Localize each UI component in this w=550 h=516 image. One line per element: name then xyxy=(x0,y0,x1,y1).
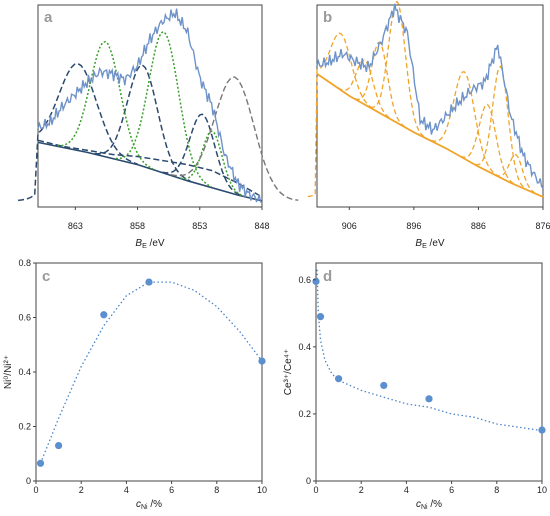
panel-a-x-tick-label: 853 xyxy=(192,221,207,231)
panel-d-data-point xyxy=(312,277,320,286)
panel-c-x-tick-label: 8 xyxy=(214,485,219,495)
panel-c-x-tick-label: 6 xyxy=(169,485,174,495)
panel-a-fit-component-6 xyxy=(57,40,154,170)
panel-a-fit-component-1 xyxy=(37,139,263,198)
panel-d-data-point xyxy=(335,375,343,383)
panel-c-y-tick-label: 0.4 xyxy=(18,367,31,377)
panel-d-ticks: 0 2 4 6 8 10 0 0.2 0.4 0.6 xyxy=(298,275,547,495)
panel-c-x-axis-symbol: c xyxy=(136,499,141,510)
panel-b-fit-component-5 xyxy=(370,0,425,138)
panel-a-fit-component-8 xyxy=(180,130,245,197)
panel-a-frame xyxy=(37,4,263,208)
panel-b-x-tick-label: 876 xyxy=(535,221,550,231)
panel-d-data-point xyxy=(380,381,388,390)
panel-c-data-point xyxy=(145,278,153,286)
panel-d-y-axis-label: Ce³⁺/Ce⁴⁺ xyxy=(283,349,294,396)
panel-c-frame xyxy=(35,262,263,482)
panel-c-x-axis-label: cNi /% xyxy=(136,499,162,511)
panel-b-x-tick-label: 886 xyxy=(471,221,486,231)
panel-d-x-axis-unit: /% xyxy=(428,499,443,510)
panel-d-x-axis-symbol: c xyxy=(416,499,421,510)
panel-c-y-tick-label: 0.2 xyxy=(18,422,31,432)
panel-b-x-tick-label: 896 xyxy=(406,221,421,231)
panel-d-data-point xyxy=(316,313,325,321)
panel-b-x-axis-label: BE /eV xyxy=(415,238,444,250)
panel-a-fit-component-9 xyxy=(170,76,299,201)
panel-b-letter: b xyxy=(323,9,332,26)
panel-b-fit-component-3 xyxy=(337,59,392,121)
panel-c-letter: c xyxy=(42,268,50,285)
panel-c-data-point xyxy=(258,357,266,365)
panel-b-plot-area xyxy=(307,0,544,198)
panel-d-x-tick-label: 0 xyxy=(313,485,318,495)
panel-c-x-axis-unit: /% xyxy=(148,499,163,510)
panel-c-x-axis-subscript: Ni xyxy=(141,504,148,511)
panel-b-x-axis-subscript: E xyxy=(422,243,427,250)
panel-c-x-tick-label: 10 xyxy=(257,485,267,495)
panel-b-measured-spectrum xyxy=(316,3,544,189)
panel-d-trendline xyxy=(316,269,543,432)
panel-a-x-axis-symbol: B xyxy=(135,238,142,249)
panel-a-fit-component-5 xyxy=(162,113,243,197)
panel-c-data-point xyxy=(36,459,45,467)
panel-a-letter: a xyxy=(44,9,53,26)
panel-a-measured-spectrum xyxy=(37,8,263,203)
panel-b-fit-component-9 xyxy=(494,154,537,195)
panel-c-y-axis-label: Ni⁰/Ni²⁺ xyxy=(3,355,14,389)
panel-a-x-axis-subscript: E xyxy=(142,243,147,250)
panel-d-x-axis-label: cNi /% xyxy=(416,499,442,511)
panel-b-frame xyxy=(316,4,544,208)
panel-a-x-tick-label: 848 xyxy=(254,221,269,231)
panel-d-data-point xyxy=(425,395,433,403)
panel-a-x-axis-label: BE /eV xyxy=(135,238,164,250)
panel-c-ticks: 0 2 4 6 8 10 0 0.2 0.4 0.6 0.8 xyxy=(18,258,267,495)
panel-d: d 0 2 4 6 8 10 0 0.2 0.4 0.6 cNi /% Ce³⁺/Ce⁴⁺ xyxy=(283,262,547,511)
panel-d-letter: d xyxy=(323,268,332,285)
panel-d-y-tick-label: 0.6 xyxy=(298,275,311,285)
panel-a: a 863 858 853 848 BE /eV xyxy=(18,4,299,250)
panel-d-x-tick-label: 10 xyxy=(537,485,547,495)
panel-b-x-axis-symbol: B xyxy=(415,238,422,249)
panel-b-fit-component-8 xyxy=(475,65,526,189)
panel-d-frame xyxy=(315,262,543,482)
panel-b-fit-component-2 xyxy=(307,32,375,198)
panel-c-plot-area xyxy=(36,278,266,467)
panel-b-fit-component-6 xyxy=(431,70,498,177)
panel-c-data-point xyxy=(100,311,108,319)
panel-a-x-ticks: 863 858 853 848 xyxy=(68,207,270,231)
panel-d-x-axis-subscript: Ni xyxy=(421,504,428,511)
panel-b-fit-component-7 xyxy=(460,103,515,185)
panel-d-x-tick-label: 4 xyxy=(404,485,409,495)
panel-d-y-tick-label: 0.2 xyxy=(298,409,311,419)
panel-c-y-tick-label: 0.8 xyxy=(18,258,31,268)
panel-d-x-tick-label: 6 xyxy=(449,485,454,495)
panel-c-trendline xyxy=(39,281,263,464)
panel-c-x-tick-label: 2 xyxy=(79,485,84,495)
panel-a-x-axis-unit: /eV xyxy=(147,238,165,249)
panel-d-y-tick-label: 0.4 xyxy=(298,342,311,352)
panel-d-plot-area xyxy=(312,269,546,434)
panel-a-x-tick-label: 863 xyxy=(68,221,83,231)
panel-a-x-tick-label: 858 xyxy=(130,221,145,231)
panel-b-x-tick-label: 906 xyxy=(342,221,357,231)
panel-c-y-tick-label: 0.6 xyxy=(18,313,31,323)
panel-c-data-point xyxy=(55,441,63,450)
panel-d-data-point xyxy=(538,426,546,434)
panel-a-plot-area xyxy=(18,8,299,203)
panel-c-x-tick-label: 0 xyxy=(33,485,38,495)
panel-b: b 906 896 886 876 BE /eV xyxy=(307,0,550,250)
panel-d-y-tick-label: 0 xyxy=(306,476,311,486)
panel-b-x-axis-unit: /eV xyxy=(427,238,445,249)
panel-c-x-tick-label: 4 xyxy=(124,485,129,495)
panel-b-x-ticks: 906 896 886 876 xyxy=(342,207,550,231)
panel-d-x-tick-label: 2 xyxy=(359,485,364,495)
panel-d-x-tick-label: 8 xyxy=(494,485,499,495)
panel-c-y-tick-label: 0 xyxy=(26,476,31,486)
